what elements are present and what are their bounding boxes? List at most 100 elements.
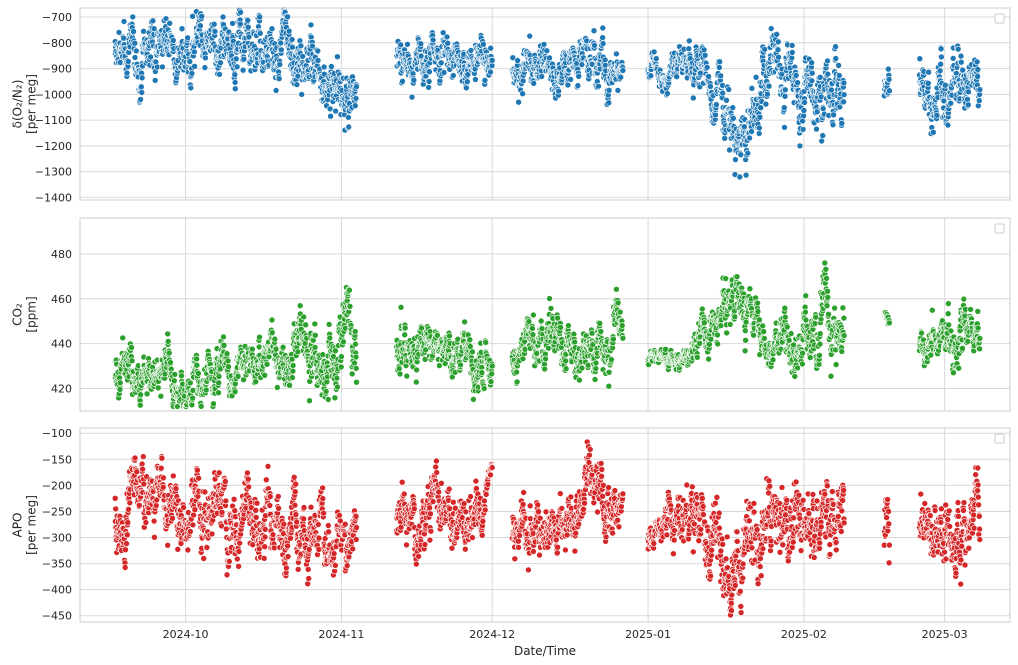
- data-point: [824, 70, 832, 78]
- data-point: [346, 286, 353, 294]
- data-point: [256, 30, 264, 37]
- data-point: [157, 392, 165, 400]
- data-point: [964, 101, 972, 109]
- data-point: [188, 401, 196, 409]
- data-point: [973, 58, 981, 66]
- data-point: [513, 368, 520, 376]
- data-point: [352, 365, 360, 372]
- data-point: [546, 54, 553, 62]
- data-point: [713, 101, 720, 108]
- data-point: [469, 348, 476, 356]
- data-point: [289, 362, 297, 369]
- data-point: [466, 336, 474, 344]
- data-point: [605, 382, 613, 390]
- y-tick-label: 420: [51, 383, 72, 396]
- data-point: [705, 73, 712, 80]
- data-point: [592, 359, 600, 367]
- data-point: [256, 13, 264, 21]
- data-point: [333, 374, 341, 382]
- data-point: [723, 329, 731, 337]
- data-point: [171, 377, 178, 385]
- data-point: [700, 46, 708, 54]
- grid-lines: [80, 8, 1010, 200]
- data-point: [714, 331, 721, 339]
- data-point: [351, 102, 359, 109]
- data-point: [975, 97, 983, 104]
- data-point: [942, 81, 949, 89]
- data-point: [519, 77, 527, 85]
- data-point: [481, 77, 489, 84]
- data-point: [885, 76, 893, 83]
- data-point: [716, 64, 723, 71]
- data-point: [401, 331, 409, 339]
- data-point: [272, 345, 280, 353]
- data-point: [781, 86, 789, 94]
- data-point: [964, 96, 971, 103]
- data-point: [696, 339, 703, 347]
- data-point: [976, 86, 984, 93]
- data-point: [197, 22, 204, 30]
- data-point: [276, 61, 284, 68]
- data-point: [538, 73, 546, 80]
- data-point: [147, 53, 154, 61]
- data-point: [940, 97, 948, 105]
- data-point: [186, 58, 194, 65]
- data-point: [210, 400, 217, 408]
- data-point: [272, 87, 280, 94]
- data-point: [685, 45, 693, 53]
- data-point: [565, 322, 572, 329]
- data-point: [418, 324, 425, 332]
- data-point: [723, 97, 730, 104]
- data-point: [188, 70, 196, 77]
- data-point: [742, 171, 750, 179]
- data-point: [120, 34, 127, 42]
- y-axis-label-line: δ(O₂/N₂): [11, 80, 25, 129]
- data-point: [947, 99, 955, 107]
- data-point: [412, 378, 420, 386]
- data-point: [307, 21, 315, 29]
- data-point: [116, 386, 124, 393]
- data-point: [252, 378, 259, 386]
- data-point: [965, 88, 972, 96]
- data-point: [115, 29, 123, 36]
- data-point: [794, 79, 801, 86]
- data-point: [487, 68, 494, 76]
- data-point: [808, 59, 816, 67]
- data-point: [799, 126, 807, 133]
- data-point: [974, 73, 981, 80]
- data-point: [170, 37, 177, 44]
- data-point: [824, 57, 831, 65]
- data-point: [775, 53, 782, 61]
- data-point: [662, 345, 669, 353]
- data-point: [954, 45, 962, 53]
- data-point: [488, 56, 496, 64]
- data-point: [326, 334, 334, 342]
- data-point: [401, 324, 409, 332]
- data-point: [938, 53, 945, 61]
- data-point: [664, 90, 671, 97]
- data-point: [547, 305, 555, 312]
- y-axis-label-line: [per meg]: [24, 74, 38, 134]
- data-point: [780, 104, 788, 111]
- data-point: [444, 39, 452, 47]
- data-point: [529, 331, 537, 338]
- data-point: [605, 87, 613, 94]
- data-point: [399, 78, 406, 85]
- data-point: [703, 64, 711, 71]
- data-point: [801, 99, 808, 106]
- data-point: [462, 84, 470, 92]
- data-point: [331, 394, 339, 402]
- y-tick-label: 440: [51, 338, 72, 351]
- data-point: [131, 54, 139, 61]
- data-point: [470, 396, 477, 403]
- data-point: [286, 382, 293, 389]
- data-point: [698, 305, 706, 313]
- data-point: [515, 98, 522, 106]
- data-point: [886, 87, 893, 94]
- data-point: [714, 340, 722, 348]
- data-point: [838, 120, 846, 127]
- data-point: [840, 79, 848, 87]
- data-point: [736, 173, 744, 181]
- data-point: [240, 55, 248, 63]
- data-point: [599, 34, 606, 41]
